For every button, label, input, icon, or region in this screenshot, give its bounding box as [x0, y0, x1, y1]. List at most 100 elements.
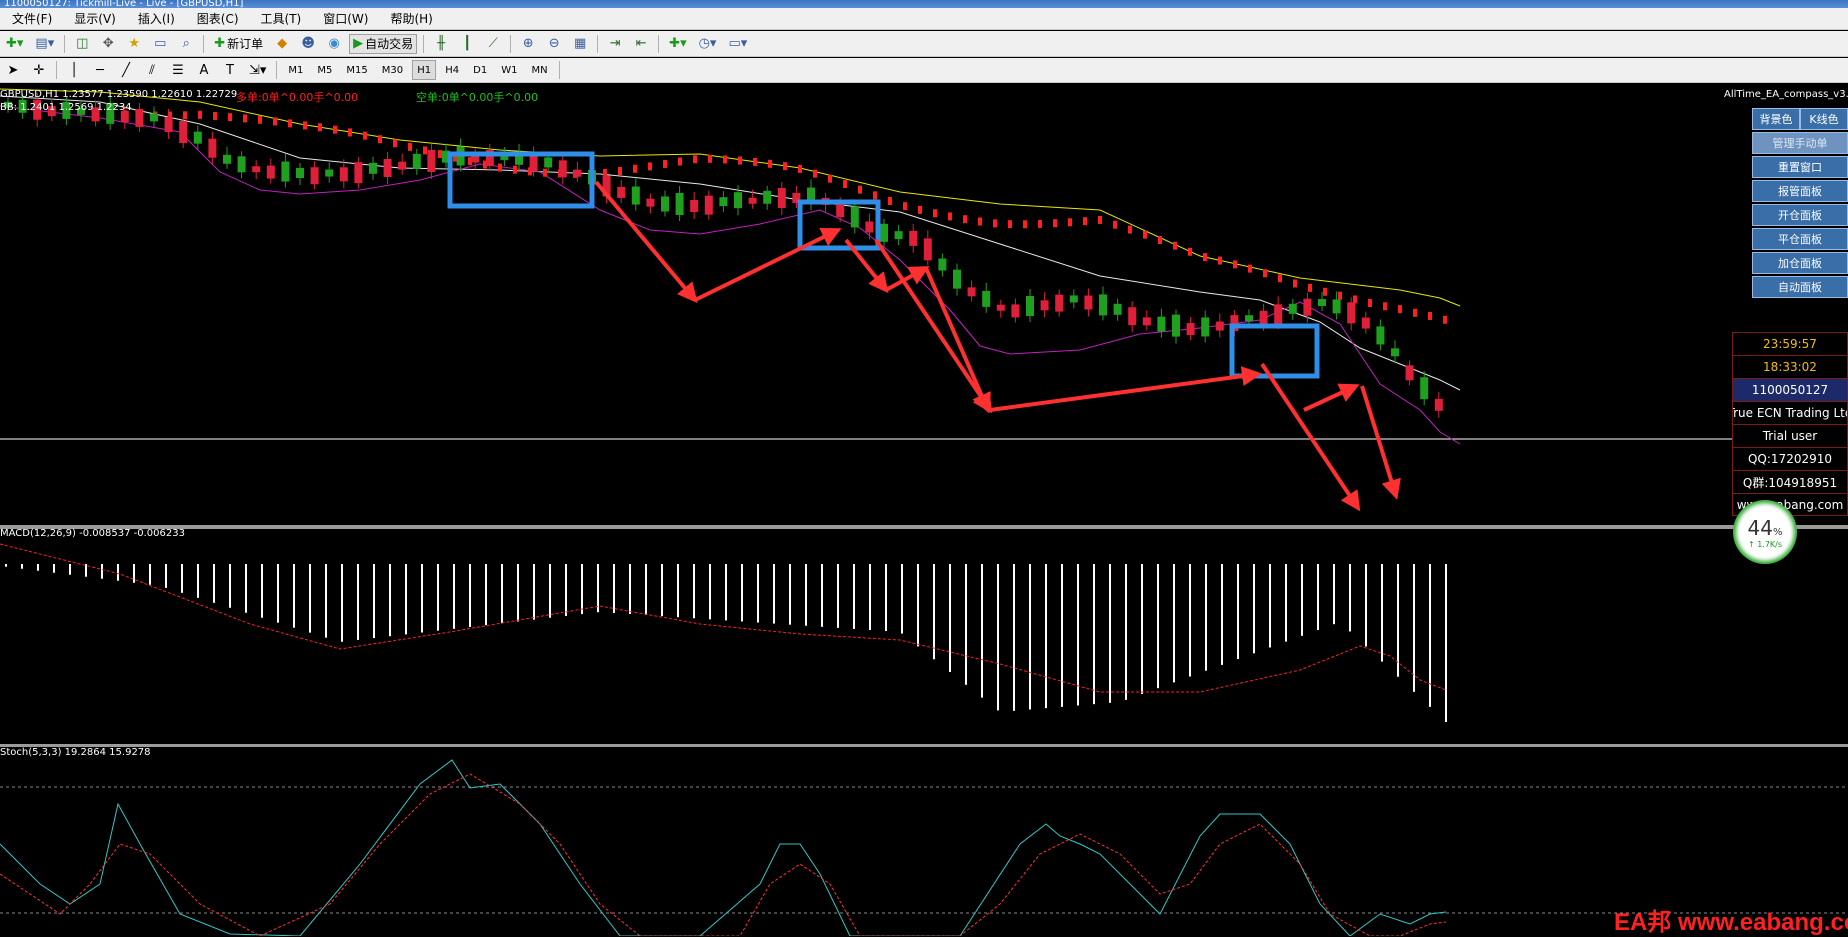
timeframe-m1[interactable]: M1: [288, 64, 304, 76]
sar-dot: [858, 185, 862, 194]
open-panel-button[interactable]: 开仓面板: [1752, 204, 1848, 226]
new-chart-icon[interactable]: ✚▾: [6, 36, 24, 51]
data-window-icon[interactable]: ✥: [102, 36, 114, 51]
candlestick: [1157, 316, 1166, 332]
profiles-icon[interactable]: ▤▾: [35, 36, 55, 51]
menu-file[interactable]: 文件(F): [12, 12, 53, 26]
sar-dot: [753, 157, 757, 166]
toolbar-divider: [56, 61, 57, 79]
menu-window[interactable]: 窗口(W): [323, 12, 369, 26]
arrows-icon[interactable]: ⇲▾: [249, 62, 267, 78]
auto-scroll-icon[interactable]: ⇥: [609, 36, 621, 51]
templates-icon[interactable]: ▭▾: [728, 36, 748, 51]
sar-dot: [1383, 302, 1387, 311]
indicators-icon[interactable]: ✚▾: [669, 36, 687, 51]
text-label-icon[interactable]: T: [226, 62, 234, 78]
sar-dot: [423, 146, 427, 155]
candlestick: [164, 116, 173, 132]
text-icon[interactable]: A: [199, 62, 209, 78]
candlestick: [62, 101, 71, 119]
close-panel-button[interactable]: 平仓面板: [1752, 228, 1848, 250]
candlestick: [1172, 314, 1180, 337]
candlestick: [602, 175, 611, 197]
sar-dot: [1083, 217, 1087, 226]
chart-canvas[interactable]: [0, 84, 1848, 936]
candlestick: [617, 186, 626, 198]
candlestick: [996, 304, 1005, 311]
timeframe-mn[interactable]: MN: [531, 64, 548, 76]
zoom-in-icon[interactable]: ⊕: [522, 36, 534, 51]
menu-charts[interactable]: 图表(C): [196, 12, 239, 26]
metaeditor-icon[interactable]: ◆: [277, 36, 288, 51]
horizontal-line-icon[interactable]: ─: [96, 62, 104, 78]
menu-insert[interactable]: 插入(I): [137, 12, 175, 26]
candlestick: [1113, 303, 1122, 315]
candlestick: [91, 107, 100, 122]
terminal-icon[interactable]: ▭: [154, 36, 167, 51]
annotation-arrow: [1360, 385, 1401, 500]
zoom-out-icon[interactable]: ⊖: [548, 36, 560, 51]
timeframe-w1[interactable]: W1: [501, 64, 518, 76]
sar-dot: [933, 209, 937, 218]
tile-windows-icon[interactable]: ▦: [574, 36, 587, 51]
pane-separator: [0, 744, 1848, 747]
candlestick: [18, 99, 27, 113]
cursor-icon[interactable]: ➤: [7, 62, 19, 78]
fibonacci-icon[interactable]: ☰: [172, 62, 184, 78]
sar-dot: [1323, 287, 1327, 296]
tester-icon[interactable]: ⌕: [182, 36, 190, 51]
bar-chart-icon[interactable]: ╫: [437, 36, 446, 51]
auto-trading-button[interactable]: ▶ 自动交易: [349, 33, 418, 54]
candlestick: [763, 190, 772, 204]
sar-dot: [243, 114, 247, 123]
chart-shift-icon[interactable]: ⇤: [635, 36, 647, 51]
sar-dot: [738, 156, 742, 165]
add-panel-button[interactable]: 加仓面板: [1752, 252, 1848, 274]
reset-window-button[interactable]: 重置窗口: [1752, 156, 1848, 178]
timeframe-h1[interactable]: H1: [412, 60, 437, 80]
bg-color-button[interactable]: 背景色: [1752, 108, 1800, 130]
sar-dot: [1338, 291, 1342, 300]
timeframe-m5[interactable]: M5: [317, 64, 333, 76]
equidistant-channel-icon[interactable]: ⫽: [149, 62, 155, 78]
menu-tools[interactable]: 工具(T): [260, 12, 302, 26]
manage-manual-button[interactable]: 管理手动单: [1752, 132, 1848, 154]
menu-help[interactable]: 帮助(H): [390, 12, 433, 26]
buy-orders-status: 多单:0单^0.00手^0.00: [236, 91, 359, 104]
market-watch-icon[interactable]: ◫: [76, 36, 89, 51]
sar-dot: [768, 159, 772, 168]
sar-dot: [603, 168, 607, 177]
bollinger-info: BB: 1.2401 1.2569 1.2234: [0, 102, 132, 113]
candlestick-icon[interactable]: ┃: [463, 36, 472, 51]
sar-dot: [288, 119, 292, 128]
auto-panel-button[interactable]: 自动面板: [1752, 276, 1848, 298]
candlestick: [325, 169, 334, 177]
speed-rate-row: ↑ 1.7K/s: [1748, 540, 1782, 549]
sar-dot: [708, 154, 712, 163]
periods-icon[interactable]: ◷▾: [698, 36, 717, 51]
order-panel-button[interactable]: 报管面板: [1752, 180, 1848, 202]
speed-percent-row: 44 %: [1748, 516, 1783, 540]
window-title-bar: 1100050127: Tickmill-Live - Live - [GBPU…: [0, 0, 1848, 8]
signals-icon[interactable]: ☻: [301, 36, 315, 51]
vertical-line-icon[interactable]: │: [70, 62, 78, 78]
crosshair-icon[interactable]: ✛: [33, 62, 45, 78]
chart-window[interactable]: GBPUSD,H1 1.23577 1.23590 1.22610 1.2272…: [0, 84, 1848, 936]
candlestick: [1201, 317, 1210, 337]
sar-dot: [1098, 215, 1102, 224]
new-order-button[interactable]: ✚ 新订单: [210, 34, 267, 54]
network-speed-widget[interactable]: 44 % ↑ 1.7K/s: [1733, 500, 1797, 564]
candlestick: [1391, 348, 1399, 357]
timeframe-d1[interactable]: D1: [473, 64, 488, 76]
candlestick: [354, 162, 363, 184]
timeframe-m30[interactable]: M30: [381, 64, 404, 76]
timeframe-h4[interactable]: H4: [445, 64, 460, 76]
candlestick: [296, 168, 304, 178]
market-icon[interactable]: ◉: [328, 36, 340, 51]
navigator-icon[interactable]: ★: [128, 36, 141, 51]
timeframe-m15[interactable]: M15: [346, 64, 368, 76]
menu-view[interactable]: 显示(V): [74, 12, 116, 26]
k-color-button[interactable]: K线色: [1800, 108, 1848, 130]
line-chart-icon[interactable]: ⟋: [488, 36, 498, 51]
trendline-icon[interactable]: ╱: [122, 62, 130, 78]
